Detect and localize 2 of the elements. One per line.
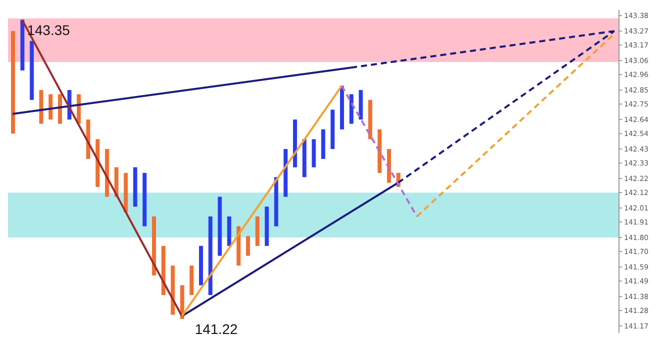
annotation: 141.22: [194, 320, 238, 337]
annotation: 143.35: [27, 22, 70, 38]
